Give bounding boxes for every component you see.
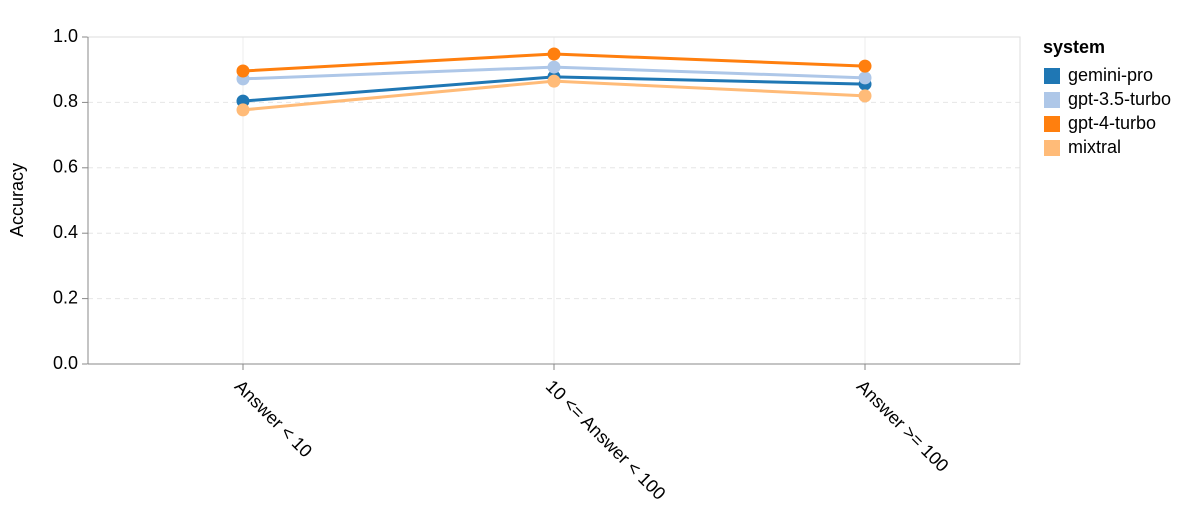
data-point xyxy=(236,64,250,78)
x-tick-label: 10 <= Answer < 100 xyxy=(542,376,670,504)
y-tick-label: 0.6 xyxy=(53,157,78,177)
legend-label: gpt-4-turbo xyxy=(1068,113,1156,133)
data-point xyxy=(236,103,250,117)
y-tick-label: 0.4 xyxy=(53,222,78,242)
y-tick-label: 1.0 xyxy=(53,26,78,46)
legend-swatch xyxy=(1044,140,1060,156)
legend-swatch xyxy=(1044,116,1060,132)
legend-label: gemini-pro xyxy=(1068,65,1153,85)
x-tick-label: Answer < 10 xyxy=(231,376,316,461)
legend-label: gpt-3.5-turbo xyxy=(1068,89,1171,109)
y-tick-label: 0.8 xyxy=(53,91,78,111)
x-tick-label: Answer >= 100 xyxy=(853,376,953,476)
data-point xyxy=(858,89,872,103)
legend-swatch xyxy=(1044,68,1060,84)
data-point xyxy=(547,74,561,88)
data-point xyxy=(547,60,561,74)
y-tick-label: 0.2 xyxy=(53,287,78,307)
legend-label: mixtral xyxy=(1068,137,1121,157)
y-tick-label: 0.0 xyxy=(53,353,78,373)
data-point xyxy=(858,71,872,85)
data-point xyxy=(547,47,561,61)
data-point xyxy=(858,59,872,73)
legend-swatch xyxy=(1044,92,1060,108)
y-axis-label: Accuracy xyxy=(7,163,27,237)
legend-title: system xyxy=(1043,37,1105,57)
